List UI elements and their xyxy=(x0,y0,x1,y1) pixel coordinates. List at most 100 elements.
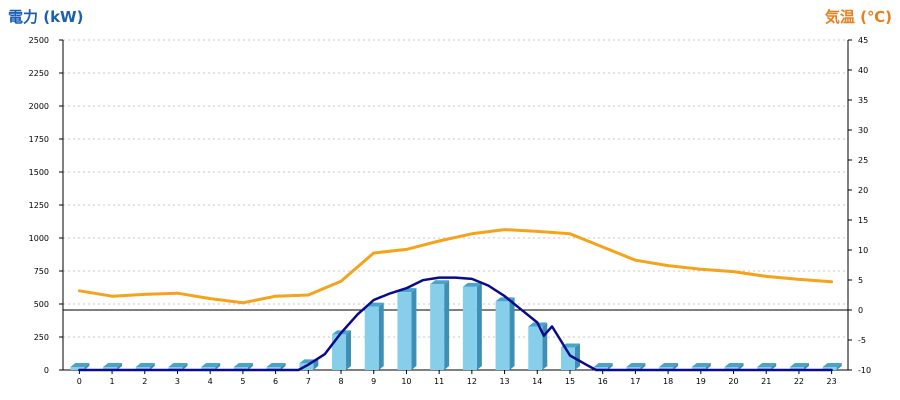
bar-top xyxy=(70,363,90,367)
bar-side xyxy=(215,363,221,370)
right-tick-label: 40 xyxy=(858,66,868,75)
right-tick-label: 30 xyxy=(858,126,868,135)
x-tick-label: 7 xyxy=(306,377,311,386)
right-tick-label: -5 xyxy=(858,336,866,345)
x-tick-label: 11 xyxy=(434,377,444,386)
bar-top xyxy=(430,280,450,285)
bar xyxy=(135,367,150,370)
bar xyxy=(70,367,85,370)
left-tick-label: 1250 xyxy=(29,201,49,210)
right-tick-label: 20 xyxy=(858,186,868,195)
x-tick-label: 5 xyxy=(240,377,245,386)
x-tick-label: 4 xyxy=(208,377,213,386)
right-tick-label: -10 xyxy=(858,366,871,375)
bar-side xyxy=(738,363,744,370)
bar-top xyxy=(168,363,188,367)
bar-side xyxy=(149,363,155,370)
left-tick-label: 1500 xyxy=(29,168,49,177)
power-line xyxy=(78,276,833,372)
bar xyxy=(430,284,445,370)
x-tick-label: 8 xyxy=(338,377,343,386)
right-axis-title: 気温 (℃) xyxy=(824,8,892,26)
x-tick-label: 6 xyxy=(273,377,278,386)
bar-side xyxy=(84,363,90,370)
bar-side xyxy=(542,322,548,370)
x-tick-label: 17 xyxy=(630,377,640,386)
bar-side xyxy=(509,297,515,370)
x-tick-label: 16 xyxy=(598,377,608,386)
bar-top xyxy=(789,363,809,367)
bar-side xyxy=(346,330,352,370)
bar xyxy=(168,367,183,370)
bar-side xyxy=(411,288,417,370)
bar xyxy=(757,367,772,370)
bar-side xyxy=(673,363,679,370)
bar-side xyxy=(476,282,482,370)
bar xyxy=(364,306,379,370)
bar-side xyxy=(607,363,613,370)
x-tick-label: 19 xyxy=(696,377,706,386)
left-tick-label: 750 xyxy=(34,267,49,276)
x-tick-label: 23 xyxy=(827,377,837,386)
x-tick-label: 2 xyxy=(142,377,147,386)
x-tick-label: 9 xyxy=(371,377,376,386)
right-tick-label: 45 xyxy=(858,36,868,45)
bar-side xyxy=(444,280,450,370)
left-tick-label: 2250 xyxy=(29,69,49,78)
x-tick-label: 13 xyxy=(499,377,509,386)
x-tick-label: 20 xyxy=(728,377,738,386)
bar xyxy=(266,367,281,370)
bar-top xyxy=(659,363,679,367)
x-tick-label: 22 xyxy=(794,377,804,386)
bar xyxy=(103,367,118,370)
x-tick-label: 18 xyxy=(663,377,673,386)
bar-top xyxy=(462,282,482,287)
left-tick-label: 500 xyxy=(34,300,49,309)
x-tick-label: 3 xyxy=(175,377,180,386)
x-tick-label: 1 xyxy=(110,377,115,386)
bar-top xyxy=(201,363,221,367)
bar xyxy=(789,367,804,370)
bar xyxy=(528,326,543,370)
left-tick-label: 0 xyxy=(44,366,49,375)
x-tick-label: 15 xyxy=(565,377,575,386)
x-tick-label: 12 xyxy=(467,377,477,386)
bar xyxy=(397,292,412,370)
bar-side xyxy=(771,363,777,370)
right-tick-label: 10 xyxy=(858,246,868,255)
bar xyxy=(724,367,739,370)
bar-side xyxy=(247,363,253,370)
bar xyxy=(659,367,674,370)
bar-side xyxy=(836,363,842,370)
bar-top xyxy=(757,363,777,367)
x-tick-label: 0 xyxy=(77,377,82,386)
right-tick-label: 35 xyxy=(858,96,868,105)
bar-top xyxy=(593,363,613,367)
right-tick-label: 15 xyxy=(858,216,868,225)
left-tick-label: 1000 xyxy=(29,234,49,243)
bar xyxy=(822,367,837,370)
bar xyxy=(626,367,641,370)
temperature-line xyxy=(77,228,834,305)
bar-top xyxy=(103,363,123,367)
bar xyxy=(332,334,347,370)
bar-top xyxy=(626,363,646,367)
x-tick-label: 14 xyxy=(532,377,542,386)
bar-top xyxy=(822,363,842,367)
bar-side xyxy=(705,363,711,370)
bar xyxy=(691,367,706,370)
bar xyxy=(495,301,510,370)
bar-side xyxy=(313,359,319,370)
bar xyxy=(233,367,248,370)
right-tick-label: 25 xyxy=(858,156,868,165)
left-tick-label: 250 xyxy=(34,333,49,342)
bar-side xyxy=(280,363,286,370)
bar-top xyxy=(724,363,744,367)
bar-side xyxy=(378,302,384,370)
bar xyxy=(201,367,216,370)
left-tick-label: 2500 xyxy=(29,36,49,45)
left-tick-label: 1750 xyxy=(29,135,49,144)
right-tick-label: 0 xyxy=(858,306,863,315)
x-tick-label: 21 xyxy=(761,377,771,386)
